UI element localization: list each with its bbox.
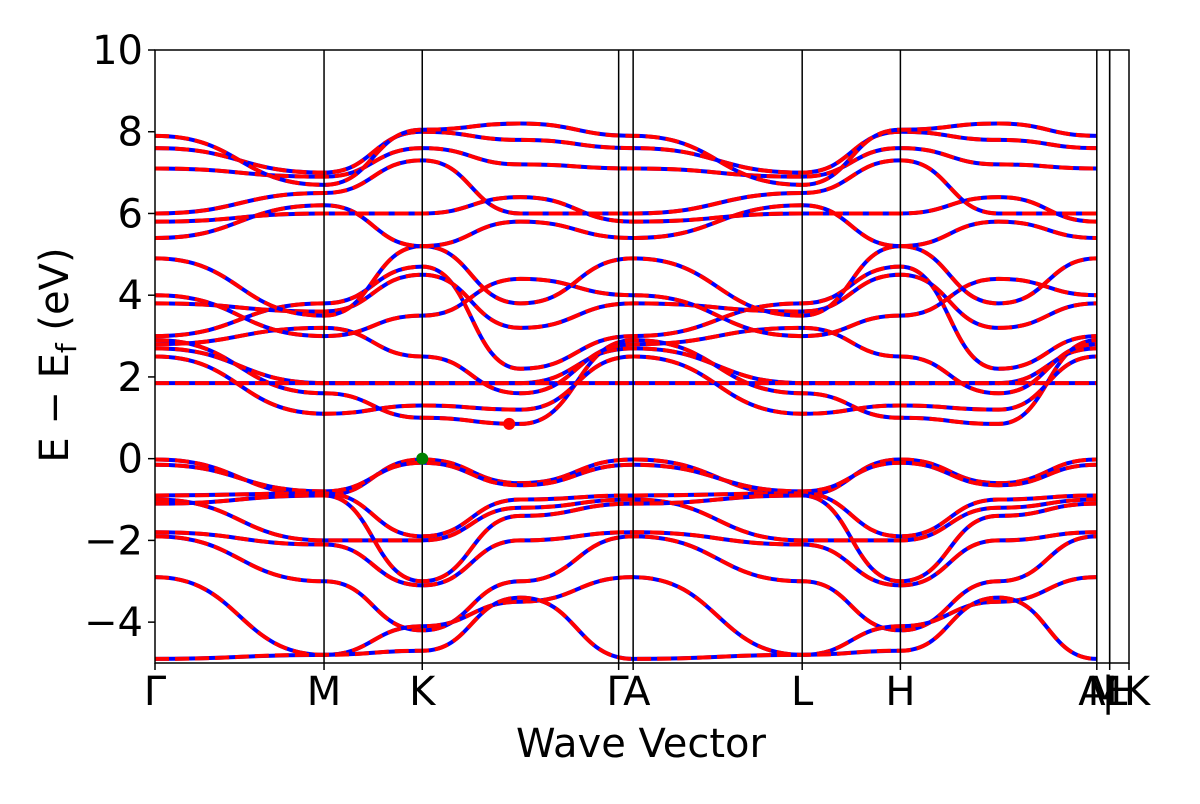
kpoint-lines — [323, 50, 1111, 663]
y-tick-label-6: −2 — [84, 518, 143, 564]
band-22-spin-down — [155, 129, 1097, 175]
y-axis-label-subscript: f — [50, 342, 83, 353]
x-tick-label-8: M — [1088, 669, 1123, 715]
x-axis-label: Wave Vector — [516, 721, 767, 767]
x-tick-label-2: K — [409, 669, 437, 715]
band-2-spin-down — [155, 491, 1097, 539]
y-axis-label-main: E − E — [32, 353, 78, 463]
x-tick-label-11: H — [1106, 669, 1136, 715]
x-tick-label-3: Γ — [606, 669, 629, 715]
x-tick-label-9: | — [1101, 669, 1114, 715]
band-edge-marker-1 — [503, 417, 516, 430]
band-1-spin-down — [155, 460, 1097, 494]
x-tick-label-10: L — [1105, 669, 1128, 715]
band-0-spin-down — [155, 457, 1097, 498]
y-tick-label-1: 8 — [118, 110, 143, 156]
band-edge-marker-0 — [416, 452, 429, 465]
band-12-spin-up — [155, 354, 1097, 416]
plot-frame — [154, 49, 1130, 664]
y-tick-label-0: 10 — [92, 28, 143, 74]
band-18-spin-up — [155, 203, 1097, 249]
y-tick-label-3: 4 — [118, 273, 143, 319]
y-tick-label-4: 2 — [118, 355, 143, 401]
x-tick-label-5: L — [791, 669, 814, 715]
marker-layer — [416, 417, 516, 465]
y-axis-label-unit: (eV) — [32, 247, 78, 343]
band-19-spin-up — [155, 195, 1097, 224]
y-tick-label-2: 6 — [118, 191, 143, 237]
x-tick-label-0: Γ — [144, 669, 167, 715]
x-tick-label-4: A — [623, 669, 651, 715]
band-18-spin-down — [155, 203, 1097, 249]
y-axis-label: E − Ef (eV) — [32, 247, 83, 462]
y-tick-label-7: −4 — [84, 600, 143, 646]
x-tick-label-12: K — [1124, 669, 1152, 715]
band-8-spin-down — [155, 595, 1097, 661]
y-tick-label-5: 0 — [118, 437, 143, 483]
x-axis-ticks: Γ M K ΓA L H AM|LHK — [144, 663, 1152, 715]
x-tick-label-1: M — [307, 669, 342, 715]
band-12-spin-down — [155, 354, 1097, 416]
band-19-spin-down — [155, 195, 1097, 224]
band-16-spin-down — [155, 276, 1097, 339]
bands-layer — [155, 121, 1097, 661]
x-tick-label-6: H — [885, 669, 915, 715]
x-tick-label-7: A — [1078, 669, 1106, 715]
y-axis-ticks: 10 8 6 4 2 0 −2 −4 — [84, 28, 155, 646]
